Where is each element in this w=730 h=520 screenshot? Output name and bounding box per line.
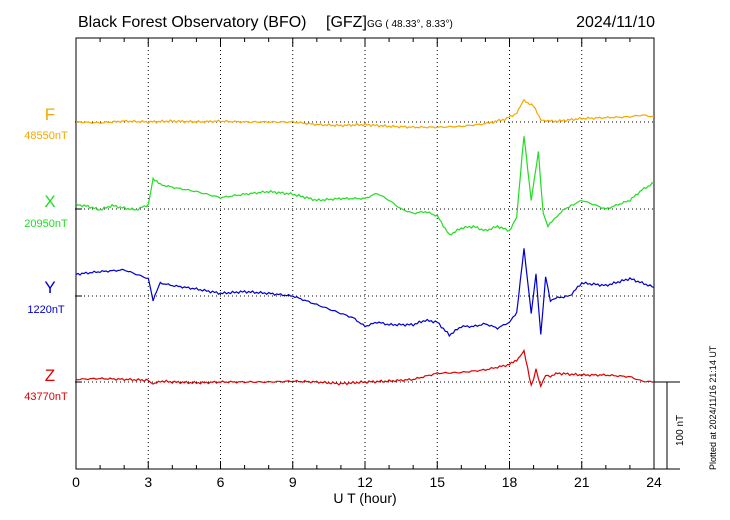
x-tick-label-21: 21 xyxy=(574,474,590,490)
series-group: F 48550nT X 20950nT Y 1220nT Z 43770nT xyxy=(24,98,655,403)
chart-title: Black Forest Observatory (BFO) xyxy=(78,14,307,31)
plotted-timestamp: Plotted at 2024/11/16 21:14 UT xyxy=(708,345,718,470)
x-tick-label-0: 0 xyxy=(72,474,80,490)
baselines xyxy=(75,121,654,383)
grid xyxy=(147,38,583,469)
series-line-X xyxy=(75,136,655,236)
baseline-value-X: 20950nT xyxy=(24,218,68,230)
x-tick-label-9: 9 xyxy=(289,474,297,490)
series-line-F xyxy=(75,98,655,129)
component-label-F: F xyxy=(45,105,55,124)
component-label-Y: Y xyxy=(44,278,55,297)
scale-bar-label: 100 nT xyxy=(675,415,686,446)
baseline-value-Z: 43770nT xyxy=(24,391,68,403)
series-line-Y xyxy=(75,248,655,338)
x-tick-label-12: 12 xyxy=(357,474,373,490)
x-axis-ticks: 0 3 6 9 12 15 18 21 24 xyxy=(72,38,662,490)
x-tick-label-3: 3 xyxy=(144,474,152,490)
chart-date: 2024/11/10 xyxy=(576,14,655,31)
baseline-value-Y: 1220nT xyxy=(27,304,65,316)
x-tick-label-15: 15 xyxy=(429,474,445,490)
series-line-Z xyxy=(75,348,654,389)
component-label-Z: Z xyxy=(45,366,55,385)
baseline-value-F: 48550nT xyxy=(24,130,68,142)
x-tick-label-6: 6 xyxy=(217,474,225,490)
coordinates-label: GG ( 48.33°, 8.33°) xyxy=(367,19,453,30)
x-tick-label-24: 24 xyxy=(646,474,662,490)
x-tick-label-18: 18 xyxy=(502,474,518,490)
component-label-X: X xyxy=(44,192,55,211)
institute-label: [GFZ] xyxy=(326,14,367,31)
scale-bar: 100 nT xyxy=(654,381,686,470)
x-axis-label: U T (hour) xyxy=(333,490,396,506)
